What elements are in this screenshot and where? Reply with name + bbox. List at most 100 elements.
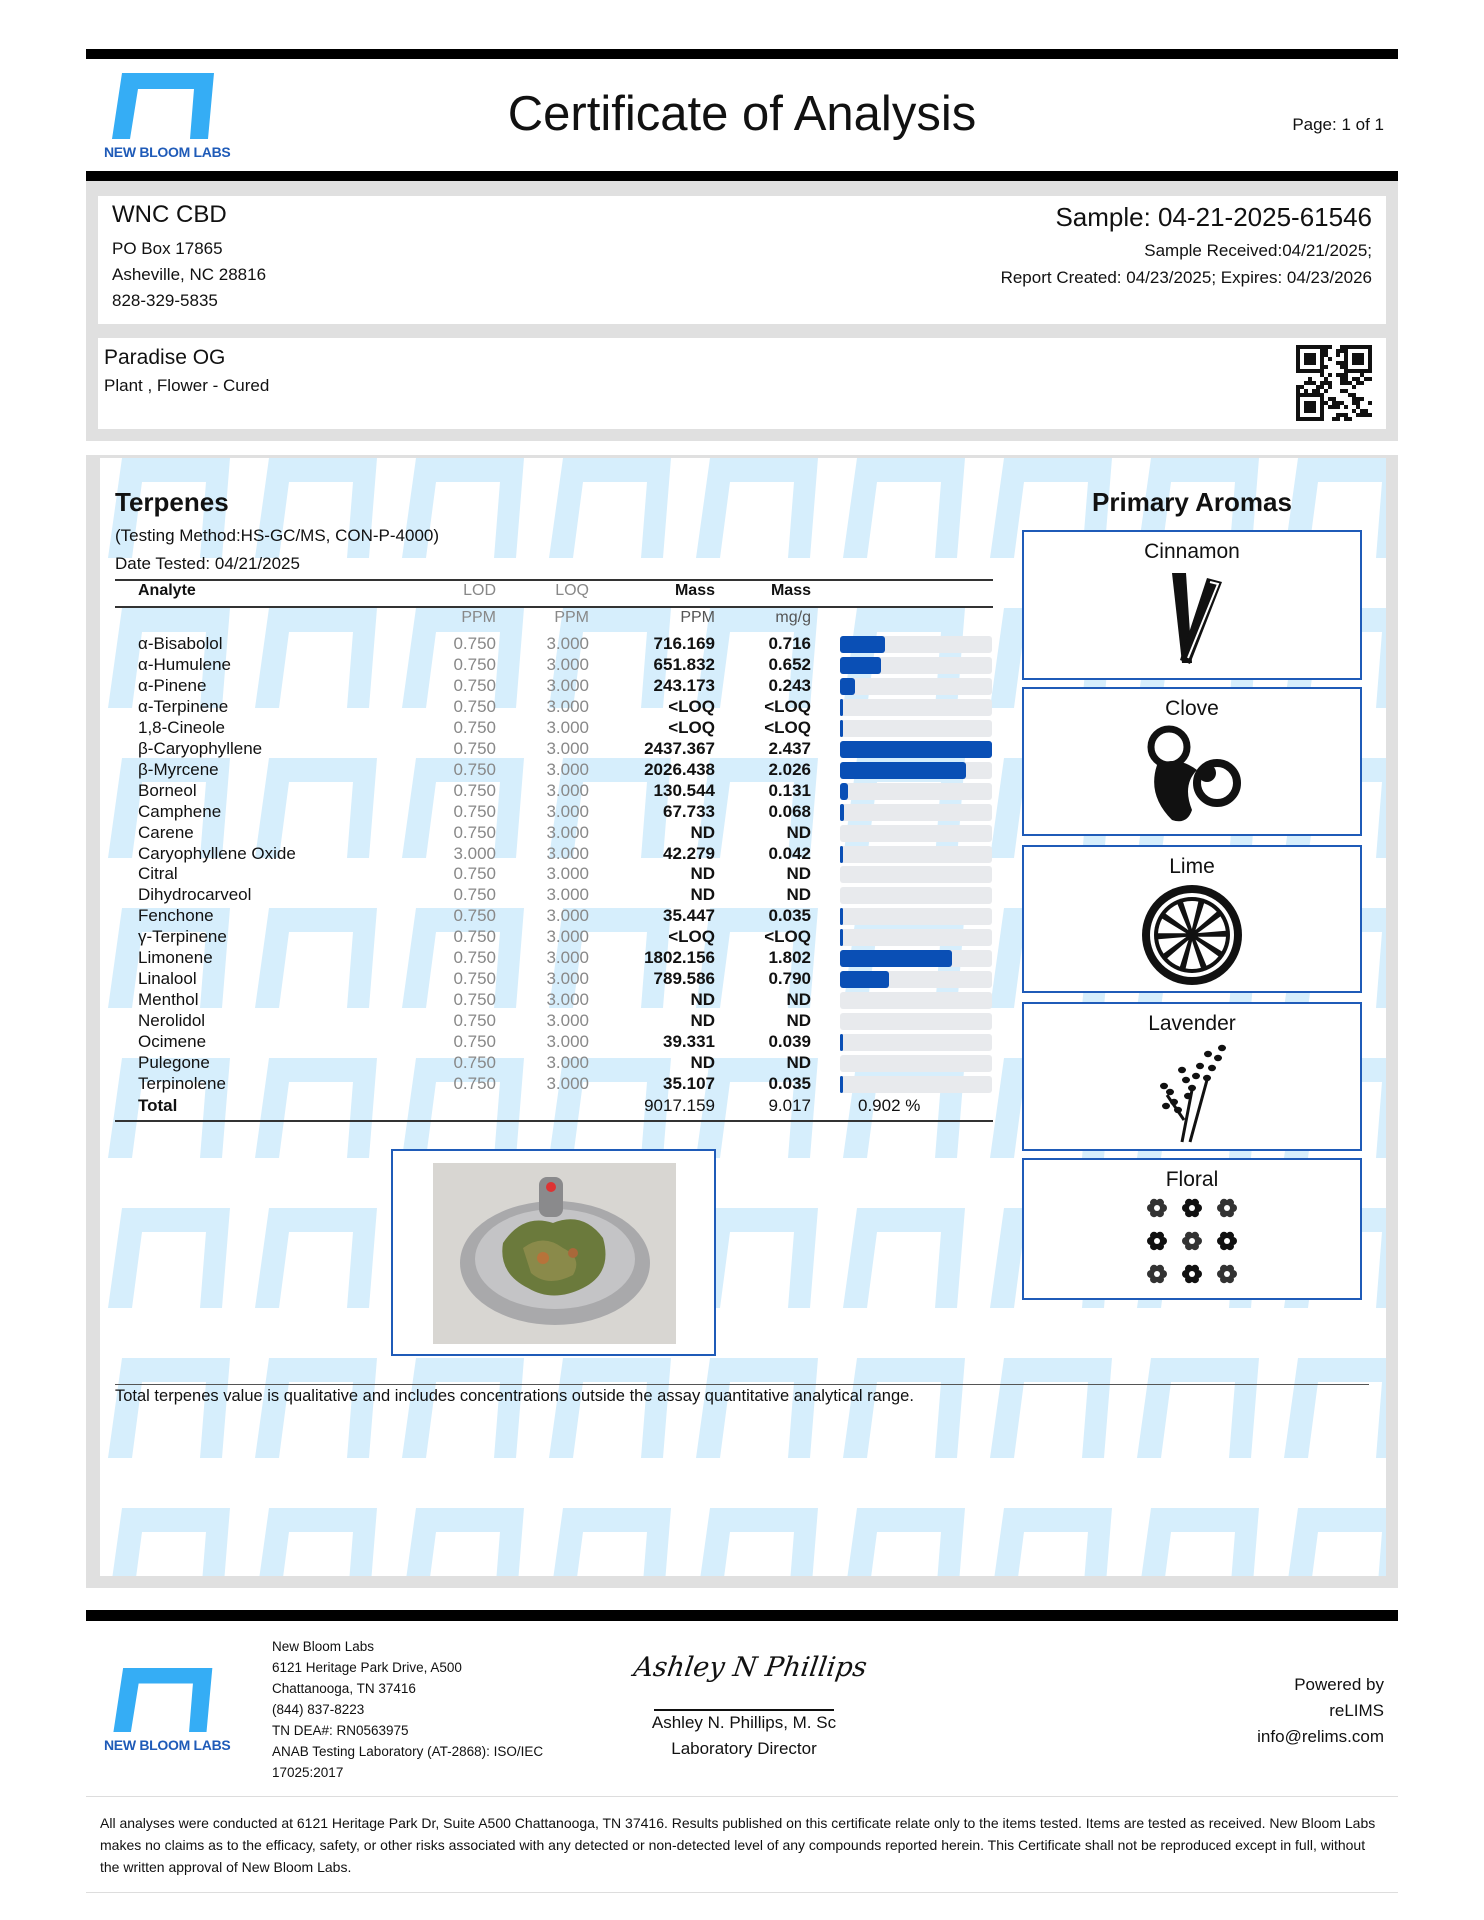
lod-value: 0.750 xyxy=(453,927,496,947)
aroma-floral: Floral xyxy=(1022,1158,1362,1300)
concentration-bar-track xyxy=(840,929,992,947)
logo-text: NEW BLOOM LABS xyxy=(104,144,231,160)
concentration-bar-track xyxy=(840,761,992,779)
mass-ppm: <LOQ xyxy=(668,717,715,737)
loq-value: 3.000 xyxy=(546,864,589,884)
mass-mg: 0.790 xyxy=(768,969,811,989)
product-name: Paradise OG xyxy=(104,346,226,369)
mass-mg: ND xyxy=(786,1011,811,1031)
lime-icon xyxy=(1142,885,1242,985)
mass-mg: <LOQ xyxy=(764,717,811,737)
lod-value: 0.750 xyxy=(453,1053,496,1072)
loq-value: 3.000 xyxy=(546,927,589,947)
col-mass-mg: Mass xyxy=(770,582,811,599)
table-row: Pulegone 0.750 3.000 ND ND xyxy=(0,1053,1484,1074)
product-type: Plant , Flower - Cured xyxy=(104,376,270,395)
lab-line: Chattanooga, TN 37416 xyxy=(272,1681,416,1696)
loq-value: 3.000 xyxy=(546,1073,589,1093)
powered-by: Powered by reLIMS info@relims.com xyxy=(1257,1672,1384,1750)
mass-ppm: 130.544 xyxy=(653,780,715,800)
concentration-bar xyxy=(840,782,849,800)
loq-value: 3.000 xyxy=(546,1053,589,1072)
analyte-name: Caryophyllene Oxide xyxy=(138,843,296,863)
signature: Ashley N Phillips xyxy=(631,1652,869,1683)
unit: PPM xyxy=(554,609,589,626)
loq-value: 3.000 xyxy=(546,990,589,1010)
lod-value: 0.750 xyxy=(453,634,496,653)
analyte-name: Citral xyxy=(138,864,178,884)
powered-label: Powered by xyxy=(1294,1675,1384,1694)
loq-value: 3.000 xyxy=(546,780,589,800)
note-rule xyxy=(115,1384,1369,1385)
mass-mg: 0.035 xyxy=(768,906,811,926)
table-row: Linalool 0.750 3.000 789.586 0.790 xyxy=(0,969,1484,990)
analyte-name: Nerolidol xyxy=(138,1011,206,1031)
concentration-bar xyxy=(840,698,843,716)
concentration-bar xyxy=(840,636,885,653)
aroma-label: Lavender xyxy=(1148,1012,1236,1035)
table-row: Borneol 0.750 3.000 130.544 0.131 xyxy=(0,781,1484,802)
concentration-bar-track xyxy=(840,656,992,674)
concentration-bar-track xyxy=(840,1055,992,1072)
mass-ppm: ND xyxy=(690,990,715,1010)
concentration-bar xyxy=(840,740,992,758)
concentration-bar xyxy=(840,719,843,737)
mass-ppm: ND xyxy=(690,1011,715,1031)
mass-ppm: 35.107 xyxy=(663,1073,715,1093)
divider xyxy=(86,1796,1398,1797)
table-row: α-Terpinene 0.750 3.000 <LOQ <LOQ xyxy=(0,697,1484,718)
lab-address: New Bloom Labs 6121 Heritage Park Drive,… xyxy=(272,1636,543,1783)
col-lod: LOD xyxy=(463,582,496,599)
table-rule xyxy=(115,606,993,608)
total-label: Total xyxy=(138,1096,178,1115)
concentration-bar-track xyxy=(840,950,992,968)
mass-ppm: 35.447 xyxy=(663,906,715,926)
analyte-name: Carene xyxy=(138,822,194,842)
powered-email[interactable]: info@relims.com xyxy=(1257,1727,1384,1746)
divider xyxy=(86,1892,1398,1893)
qr-code-icon[interactable] xyxy=(1296,345,1372,421)
lod-value: 0.750 xyxy=(453,990,496,1010)
logo-mark-icon xyxy=(113,1668,213,1732)
mass-mg: <LOQ xyxy=(764,696,811,716)
loq-value: 3.000 xyxy=(546,843,589,863)
concentration-bar-track xyxy=(840,677,992,695)
page-number: Page: 1 of 1 xyxy=(1292,115,1384,134)
table-row: Carene 0.750 3.000 ND ND xyxy=(0,823,1484,844)
concentration-bar-track xyxy=(840,698,992,716)
signer-name: Ashley N. Phillips, M. Sc xyxy=(651,1713,837,1732)
table-rule xyxy=(115,579,993,581)
table-row: Caryophyllene Oxide 3.000 3.000 42.279 0.042 xyxy=(0,844,1484,865)
lavender-icon xyxy=(1160,1044,1226,1143)
lod-value: 0.750 xyxy=(453,948,496,968)
lod-value: 0.750 xyxy=(453,717,496,737)
analyte-name: Limonene xyxy=(138,948,213,968)
aroma-label: Clove xyxy=(1165,697,1219,720)
concentration-bar-track xyxy=(840,719,992,737)
table-rule xyxy=(115,1120,993,1122)
analyte-name: Pulegone xyxy=(138,1053,210,1072)
table-row: 1,8-Cineole 0.750 3.000 <LOQ <LOQ xyxy=(0,718,1484,739)
table-row: Citral 0.750 3.000 ND ND xyxy=(0,864,1484,885)
client-phone: 828-329-5835 xyxy=(112,291,218,310)
concentration-bar-track xyxy=(840,992,992,1010)
table-row: Nerolidol 0.750 3.000 ND ND xyxy=(0,1011,1484,1032)
concentration-bar-track xyxy=(840,845,992,863)
mass-ppm: ND xyxy=(690,885,715,905)
col-mass-ppm: Mass xyxy=(674,582,715,599)
table-row: Ocimene 0.750 3.000 39.331 0.039 xyxy=(0,1032,1484,1053)
header-rule xyxy=(86,171,1398,181)
top-rule xyxy=(86,49,1398,59)
footer-logo: NEW BLOOM LABS xyxy=(104,1668,234,1753)
lod-value: 0.750 xyxy=(453,780,496,800)
lab-line: ANAB Testing Laboratory (AT-2868): ISO/I… xyxy=(272,1744,544,1759)
mass-ppm: 651.832 xyxy=(653,654,715,674)
lab-line: TN DEA#: RN0563975 xyxy=(272,1723,409,1738)
analyte-name: Linalool xyxy=(138,969,197,989)
loq-value: 3.000 xyxy=(546,654,589,674)
mass-mg: 0.035 xyxy=(768,1073,811,1093)
clove-icon xyxy=(1147,725,1241,822)
mass-mg: 0.068 xyxy=(768,801,811,821)
concentration-bar xyxy=(840,908,843,926)
unit: PPM xyxy=(461,609,496,626)
